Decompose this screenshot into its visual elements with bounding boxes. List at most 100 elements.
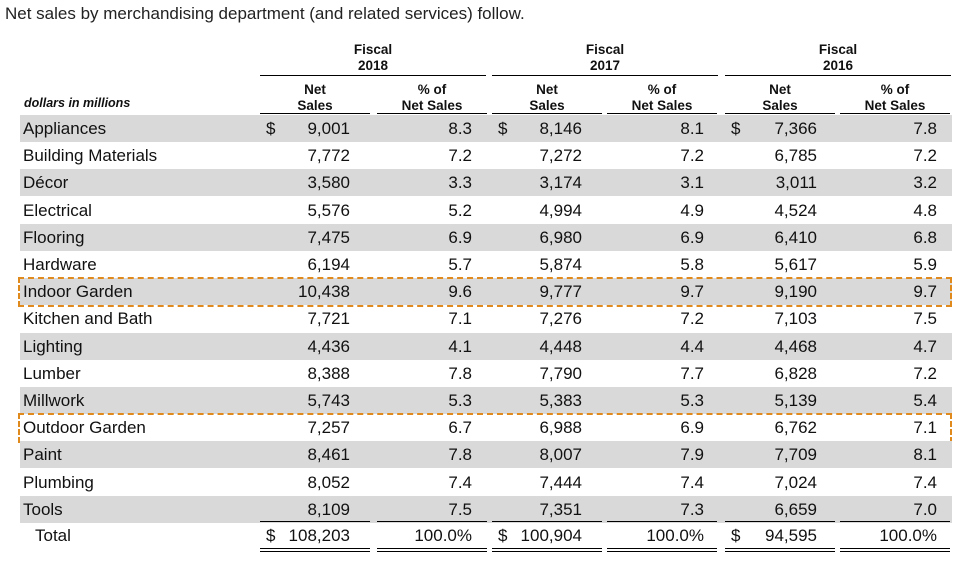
total-rule bbox=[377, 551, 487, 552]
total-rule bbox=[377, 521, 487, 522]
column-header-line: Sales bbox=[297, 98, 333, 113]
pct-value: 7.2 bbox=[913, 363, 937, 383]
total-rule bbox=[840, 521, 950, 522]
row-label: Millwork bbox=[23, 391, 85, 410]
pct-value: 9.7 bbox=[913, 282, 937, 302]
net-sales-value: 8,052 bbox=[307, 472, 350, 492]
net-sales-value: 6,828 bbox=[774, 363, 817, 383]
total-row: Total $ $ $108,203 100.0% 100,904 100.0% 94,595… bbox=[20, 522, 952, 549]
pct-value: 7.0 bbox=[913, 499, 937, 519]
pct-value: 7.4 bbox=[680, 472, 704, 492]
net-sales-value: 6,785 bbox=[774, 146, 817, 166]
pct-value: 6.9 bbox=[448, 227, 472, 247]
fiscal-year-header: Fiscal 2016 bbox=[725, 42, 951, 74]
table-row: Appliances $ $ $9,001 8.3 8,146 8.1 7,366 7.8 bbox=[20, 115, 952, 142]
pct-value: 8.1 bbox=[680, 119, 704, 138]
row-label: Hardware bbox=[23, 255, 97, 274]
table-row: Kitchen and Bath 7,721 7.1 7,276 7.2 7,103 7.5 bbox=[20, 305, 952, 332]
total-pct: 100.0% bbox=[879, 526, 937, 545]
net-sales-value: 6,659 bbox=[774, 499, 817, 519]
net-sales-value: 5,874 bbox=[539, 255, 582, 274]
pct-value: 7.4 bbox=[913, 472, 937, 492]
dollar-sign: $ bbox=[731, 119, 741, 138]
net-sales-value: 7,772 bbox=[307, 146, 350, 166]
table-row: Lumber 8,388 7.8 7,790 7.7 6,828 7.2 bbox=[20, 360, 952, 387]
total-rule bbox=[260, 521, 370, 522]
fiscal-label: Fiscal bbox=[818, 42, 858, 57]
fiscal-label: Fiscal bbox=[585, 42, 625, 57]
row-label: Appliances bbox=[23, 119, 107, 138]
net-sales-value: 7,444 bbox=[539, 472, 582, 492]
table-row: Millwork 5,743 5.3 5,383 5.3 5,139 5.4 bbox=[20, 387, 952, 414]
row-label: Kitchen and Bath bbox=[23, 309, 153, 329]
net-sales-value: 7,257 bbox=[307, 418, 350, 438]
row-label: Tools bbox=[23, 499, 63, 519]
pct-value: 4.1 bbox=[448, 336, 472, 356]
column-header-line: % of bbox=[880, 82, 910, 97]
pct-value: 8.1 bbox=[913, 445, 937, 465]
pct-net-sales-header: % of Net Sales bbox=[607, 82, 717, 114]
net-sales-value: 6,194 bbox=[307, 255, 350, 274]
pct-value: 7.8 bbox=[448, 445, 472, 465]
column-header-line: Sales bbox=[762, 98, 798, 113]
total-pct: 100.0% bbox=[414, 526, 472, 545]
total-rule bbox=[377, 548, 487, 549]
pct-value: 6.9 bbox=[680, 227, 704, 247]
net-sales-value: 5,383 bbox=[539, 391, 582, 410]
column-header-rule bbox=[492, 113, 602, 114]
column-header-line: Sales bbox=[529, 98, 565, 113]
table-row: Décor 3,580 3.3 3,174 3.1 3,011 3.2 bbox=[20, 169, 952, 197]
net-sales-value: 8,007 bbox=[539, 445, 582, 465]
total-rule bbox=[260, 548, 370, 549]
row-label: Indoor Garden bbox=[23, 282, 133, 302]
net-sales-value: 5,743 bbox=[307, 391, 350, 410]
table-row: Building Materials 7,772 7.2 7,272 7.2 6,785 7… bbox=[20, 142, 952, 169]
net-sales-value: 4,524 bbox=[774, 200, 817, 220]
pct-value: 7.5 bbox=[448, 499, 472, 519]
pct-value: 8.3 bbox=[448, 119, 472, 138]
column-header-line: % of bbox=[647, 82, 677, 97]
net-sales-value: 7,475 bbox=[307, 227, 350, 247]
net-sales-value: 4,994 bbox=[539, 200, 582, 220]
header-rule bbox=[725, 75, 951, 76]
pct-value: 7.2 bbox=[680, 146, 704, 166]
net-sales-value: 7,103 bbox=[774, 309, 817, 329]
net-sales-value: 3,580 bbox=[307, 173, 350, 193]
pct-value: 5.2 bbox=[448, 200, 472, 220]
net-sales-value: 7,721 bbox=[307, 309, 350, 329]
total-rule bbox=[725, 551, 835, 552]
pct-value: 5.8 bbox=[680, 255, 704, 274]
pct-value: 7.2 bbox=[448, 146, 472, 166]
header-rule bbox=[492, 75, 718, 76]
pct-value: 7.5 bbox=[913, 309, 937, 329]
column-header-line: Net Sales bbox=[864, 98, 926, 113]
dollar-sign: $ bbox=[266, 526, 276, 545]
table-row: Paint 8,461 7.8 8,007 7.9 7,709 8.1 bbox=[20, 441, 952, 469]
column-header-rule bbox=[260, 113, 370, 114]
net-sales-value: 4,448 bbox=[539, 336, 582, 356]
net-sales-value: 7,790 bbox=[539, 363, 582, 383]
net-sales-value: 8,146 bbox=[539, 119, 582, 138]
net-sales-value: 9,001 bbox=[307, 119, 350, 138]
pct-value: 7.2 bbox=[913, 146, 937, 166]
pct-value: 9.7 bbox=[680, 282, 704, 302]
total-net-sales: 100,904 bbox=[520, 526, 582, 545]
pct-net-sales-header: % of Net Sales bbox=[840, 82, 950, 114]
column-header-rule bbox=[725, 113, 835, 114]
table-row: Flooring 7,475 6.9 6,980 6.9 6,410 6.8 bbox=[20, 223, 952, 251]
dollar-sign: $ bbox=[498, 526, 508, 545]
total-rule bbox=[840, 548, 950, 549]
pct-value: 9.6 bbox=[448, 282, 472, 302]
net-sales-value: 8,109 bbox=[307, 499, 350, 519]
pct-value: 6.7 bbox=[448, 418, 472, 438]
net-sales-value: 9,190 bbox=[774, 282, 817, 302]
pct-value: 6.9 bbox=[680, 418, 704, 438]
column-header-rule bbox=[840, 113, 950, 114]
fiscal-label: Fiscal bbox=[353, 42, 393, 57]
table-row: Hardware 6,194 5.7 5,874 5.8 5,617 5.9 bbox=[20, 251, 952, 278]
row-label: Electrical bbox=[23, 200, 92, 220]
net-sales-header: Net Sales bbox=[725, 82, 835, 114]
pct-value: 4.4 bbox=[680, 336, 704, 356]
total-rule bbox=[607, 551, 717, 552]
total-rule bbox=[725, 521, 835, 522]
